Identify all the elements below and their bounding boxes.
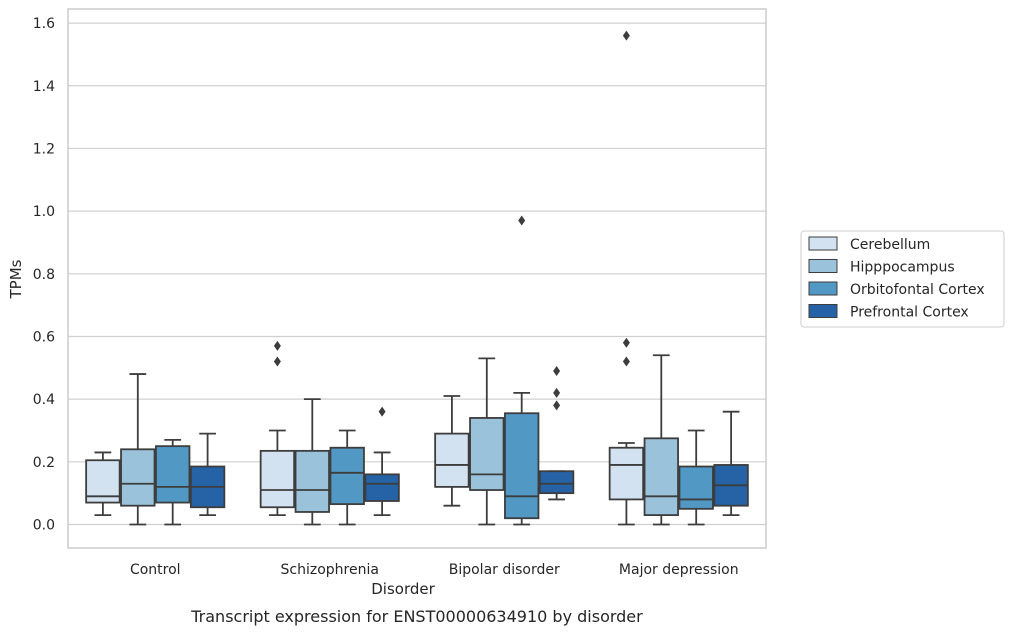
legend-frame [800,230,1005,328]
outlier-point [553,387,561,398]
legend-label: Cerebellum [850,237,930,253]
legend-label: Orbitofontal Cortex [850,282,985,298]
box-cerebellum [85,451,121,516]
box-body [608,446,645,501]
outlier-point [553,400,561,411]
y-tick-label: 0.6 [33,329,55,345]
outlier-point [273,340,281,351]
outlier-point [378,406,386,417]
x-tick-label: Control [130,562,181,578]
outlier-point [553,365,561,376]
box-cerebellum [259,340,296,516]
legend-swatch [808,304,838,318]
y-tick-label: 1.6 [33,16,55,32]
box-prefrontal-cortex [713,410,749,516]
y-tick-label: 0.0 [33,517,55,533]
box-orbitofontal-cortex [504,215,540,526]
y-tick-label: 0.4 [33,392,55,408]
box-body [120,448,156,507]
box-plot-series [85,30,749,526]
legend-label: Prefrontal Cortex [850,305,969,321]
box-body [643,437,679,516]
x-tick-label: Major depression [619,562,739,578]
y-tick-label: 0.2 [33,455,55,471]
x-tick-label: Bipolar disorder [449,562,560,578]
box-hipppocampus [643,354,679,526]
box-orbitofontal-cortex [155,438,191,526]
outlier-point [622,30,630,41]
box-body [364,473,400,502]
y-tick-label: 1.2 [33,141,55,157]
outlier-point [273,356,281,367]
legend-swatch [808,281,838,296]
box-body [504,412,540,520]
y-axis-ticks: 0.0 0.2 0.4 0.6 0.8 1.0 1.2 1.4 1.6 [33,16,55,533]
box-cerebellum [434,395,470,507]
legend-swatch [808,259,838,273]
box-cerebellum [608,30,645,526]
box-hipppocampus [120,373,156,526]
box-orbitofontal-cortex [678,429,714,526]
box-body [538,470,575,495]
plot-frame [67,8,767,549]
legend: Cerebellum Hipppocampus Orbitofontal Corte… [800,230,1005,328]
legend-swatch [808,236,838,251]
box-prefrontal-cortex [189,432,226,516]
box-body [434,432,470,488]
box-hipppocampus [294,398,330,526]
chart-caption: Transcript expression for ENST0000063491… [190,607,643,626]
x-tick-label: Schizophrenia [281,562,379,578]
box-orbitofontal-cortex [329,429,365,526]
box-body [678,465,714,510]
outlier-point [622,337,630,348]
box-hipppocampus [469,357,505,526]
box-body [294,449,330,513]
y-tick-label: 1.4 [33,79,55,95]
box-body [259,449,296,509]
legend-label: Hipppocampus [850,260,955,276]
box-prefrontal-cortex [364,406,400,516]
box-body [155,445,191,504]
box-body [469,417,505,491]
x-axis-ticks: Control Schizophrenia Bipolar disorder Majo… [130,562,739,578]
box-prefrontal-cortex [538,365,575,501]
y-tick-label: 1.0 [33,204,55,220]
outlier-point [622,356,630,367]
y-tick-label: 0.8 [33,267,55,283]
outlier-point [518,215,526,226]
x-axis-label: Disorder [371,580,435,598]
y-axis-label: TPMs [7,259,25,299]
box-body [329,446,365,506]
